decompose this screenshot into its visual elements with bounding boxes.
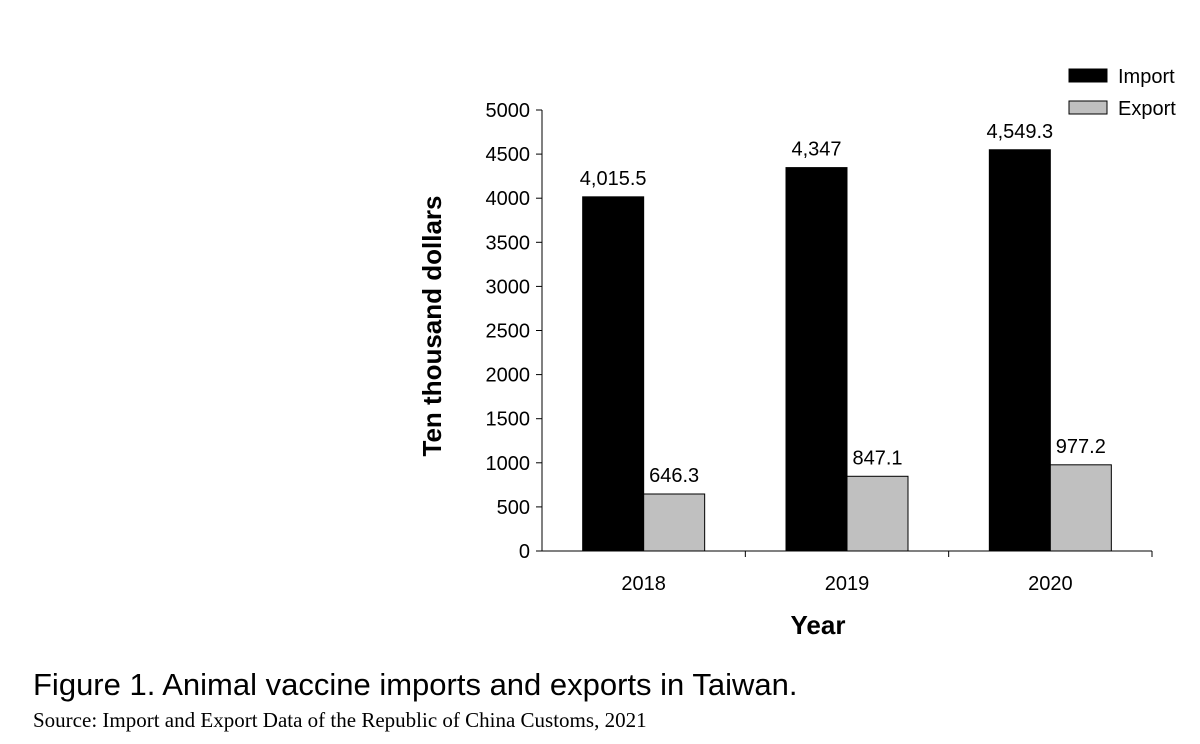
data-labels: 4,015.5 646.3 4,347 847.1 4,549.3 977.2 [580,121,1106,487]
data-label-import-2018: 4,015.5 [580,168,647,190]
data-label-import-2020: 4,549.3 [986,121,1053,143]
y-tick-label: 1000 [486,453,531,475]
x-tick-label: 2020 [1028,573,1073,595]
bar-import-2020 [988,149,1051,552]
y-tick-label: 2500 [486,321,531,343]
bar-import-2019 [785,167,848,552]
x-axis-title: Year [791,610,846,640]
data-label-export-2020: 977.2 [1056,436,1106,458]
bar-chart: 0 500 1000 1500 2000 2500 3000 3500 4000 4500 5000… [417,66,1176,640]
y-tick-label: 3500 [486,232,531,254]
x-tick-label: 2018 [621,573,666,595]
legend: Import Export [1068,66,1176,120]
y-tick-label: 4000 [486,188,531,210]
y-tick-label: 2000 [486,365,531,387]
source-note: Source: Import and Export Data of the Re… [33,708,647,732]
y-axis-title: Ten thousand dollars [417,196,447,457]
legend-label-export: Export [1118,98,1176,120]
y-tick-label: 5000 [486,100,531,122]
data-label-import-2019: 4,347 [791,139,841,161]
legend-label-import: Import [1118,66,1175,88]
legend-swatch-import [1068,68,1108,83]
y-tick-label: 3000 [486,276,531,298]
bar-import-2018 [582,196,645,552]
bar-export-2018 [643,493,706,552]
data-label-export-2019: 847.1 [852,447,902,469]
bar-export-2019 [846,475,909,552]
figure-caption: Figure 1. Animal vaccine imports and exp… [33,667,798,702]
bars [582,149,1112,552]
axes: 0 500 1000 1500 2000 2500 3000 3500 4000 4500 5000… [486,100,1153,595]
y-tick-label: 4500 [486,144,531,166]
bar-export-2020 [1049,464,1112,552]
data-label-export-2018: 646.3 [649,465,699,487]
x-tick-label: 2019 [825,573,870,595]
y-tick-label: 1500 [486,409,531,431]
y-tick-label: 0 [519,541,530,563]
legend-swatch-export [1068,100,1108,115]
y-tick-label: 500 [497,497,530,519]
